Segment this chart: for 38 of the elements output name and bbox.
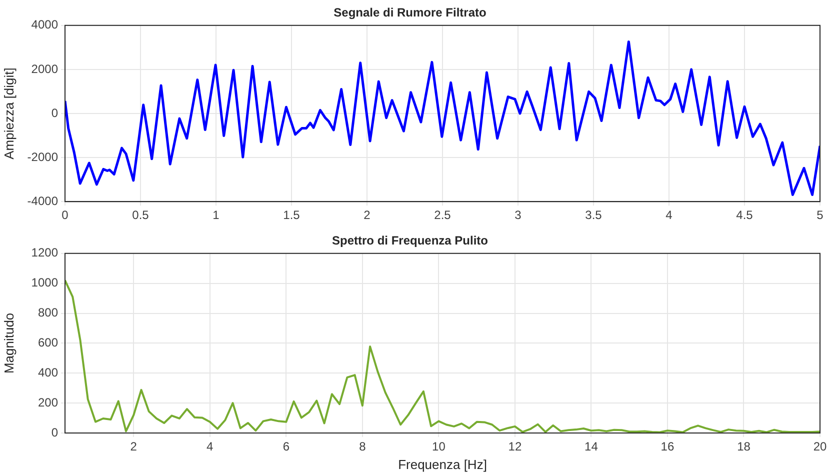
y-tick-label: -2000 [27, 150, 58, 164]
y-tick-label: 0 [51, 106, 58, 120]
x-tick-label: 16 [660, 440, 674, 454]
x-tick-label: 8 [359, 440, 366, 454]
x-tick-label: 2.5 [434, 208, 452, 222]
x-tick-label: 20 [813, 440, 827, 454]
y-tick-label: 600 [38, 336, 58, 350]
y-tick-label: -4000 [27, 194, 58, 208]
x-tick-label: 10 [432, 440, 446, 454]
x-tick-label: 4 [206, 440, 214, 454]
y-tick-label: 1200 [31, 246, 58, 260]
x-tick-label: 12 [508, 440, 522, 454]
chart-title: Spettro di Frequenza Pulito [332, 234, 488, 248]
x-axis-title: Frequenza [Hz] [398, 456, 487, 472]
x-tick-label: 0.5 [132, 208, 150, 222]
x-tick-label: 2 [364, 208, 371, 222]
x-tick-label: 1.5 [283, 208, 300, 222]
y-tick-label: 200 [38, 395, 58, 410]
x-tick-label: 0 [62, 208, 69, 222]
x-tick-label: 3.5 [585, 208, 602, 222]
y-tick-label: 0 [51, 425, 58, 440]
y-tick-label: 4000 [31, 18, 58, 32]
x-tick-label: 1 [212, 208, 220, 222]
y-tick-label: 400 [38, 365, 58, 380]
y-tick-label: 2000 [31, 62, 58, 76]
y-axis-title: Magnitudo [1, 312, 16, 374]
x-tick-label: 4.5 [736, 208, 754, 222]
x-tick-label: 6 [282, 440, 290, 454]
x-tick-label: 14 [584, 440, 598, 454]
x-tick-label: 18 [737, 440, 751, 454]
x-tick-label: 2 [130, 440, 138, 454]
y-tick-label: 800 [38, 306, 58, 320]
x-tick-label: 4 [666, 208, 673, 222]
y-tick-label: 1000 [31, 276, 58, 290]
x-tick-label: 3 [514, 208, 522, 222]
chart-title: Segnale di Rumore Filtrato [334, 6, 486, 20]
x-tick-label: 5 [816, 208, 824, 222]
y-axis-title: Ampiezza [digit] [1, 68, 16, 160]
